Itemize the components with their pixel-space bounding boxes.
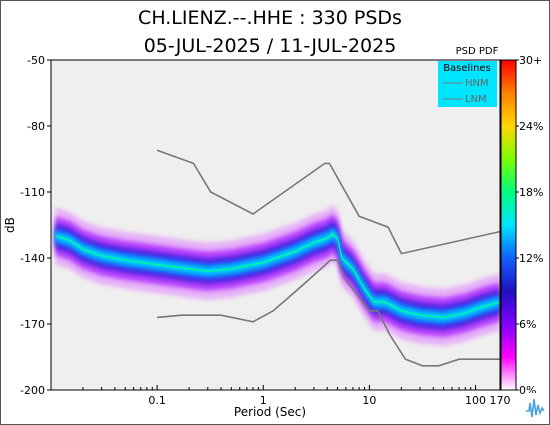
baselines: [156, 149, 500, 367]
axes: 0.1 1 10 100 170 -50 -80 -110 -140 -170 -200: [20, 54, 510, 407]
colorbar-label: 24%: [519, 120, 543, 133]
y-axis-label: dB: [3, 217, 17, 233]
x-tick-label: 170: [490, 394, 511, 407]
colorbar-label: 30+: [519, 54, 542, 67]
y-tick-label: -200: [20, 384, 45, 397]
y-tick-label: -50: [27, 54, 45, 67]
colorbar-label: 6%: [519, 318, 536, 331]
colorbar: [500, 59, 517, 391]
x-tick-label: 10: [362, 394, 376, 407]
waveform-logo-icon: [524, 393, 546, 421]
y-tick-label: -80: [27, 120, 45, 133]
chart-title: CH.LIENZ.--.HHE : 330 PSDs: [138, 7, 402, 29]
colorbar-title: PSD PDF: [456, 46, 499, 57]
x-tick-label: 100: [465, 394, 486, 407]
legend-hnm-label: HNM: [465, 78, 489, 89]
chart-subtitle: 05-JUL-2025 / 11-JUL-2025: [144, 35, 397, 57]
colorbar-labels: 30+24%18%12%6%0%: [516, 54, 543, 397]
pdf-density: [55, 205, 500, 346]
legend-lnm-label: LNM: [465, 94, 487, 105]
pdf-mode-line: [55, 232, 500, 319]
lnm-line: [157, 259, 500, 367]
legend-title: Baselines: [443, 63, 491, 74]
hnm-line: [156, 149, 500, 255]
y-tick-label: -170: [20, 318, 45, 331]
plot-border: [50, 59, 501, 391]
colorbar-label: 12%: [519, 252, 543, 265]
y-tick-label: -110: [20, 186, 45, 199]
x-tick-label: 1: [260, 394, 267, 407]
pdf-band-layer: [55, 229, 500, 322]
colorbar-label: 18%: [519, 186, 543, 199]
x-axis-label: Period (Sec): [234, 405, 306, 419]
baseline-legend: Baselines HNM LNM: [438, 61, 497, 107]
x-tick-label: 0.1: [148, 394, 166, 407]
y-tick-label: -140: [20, 252, 45, 265]
